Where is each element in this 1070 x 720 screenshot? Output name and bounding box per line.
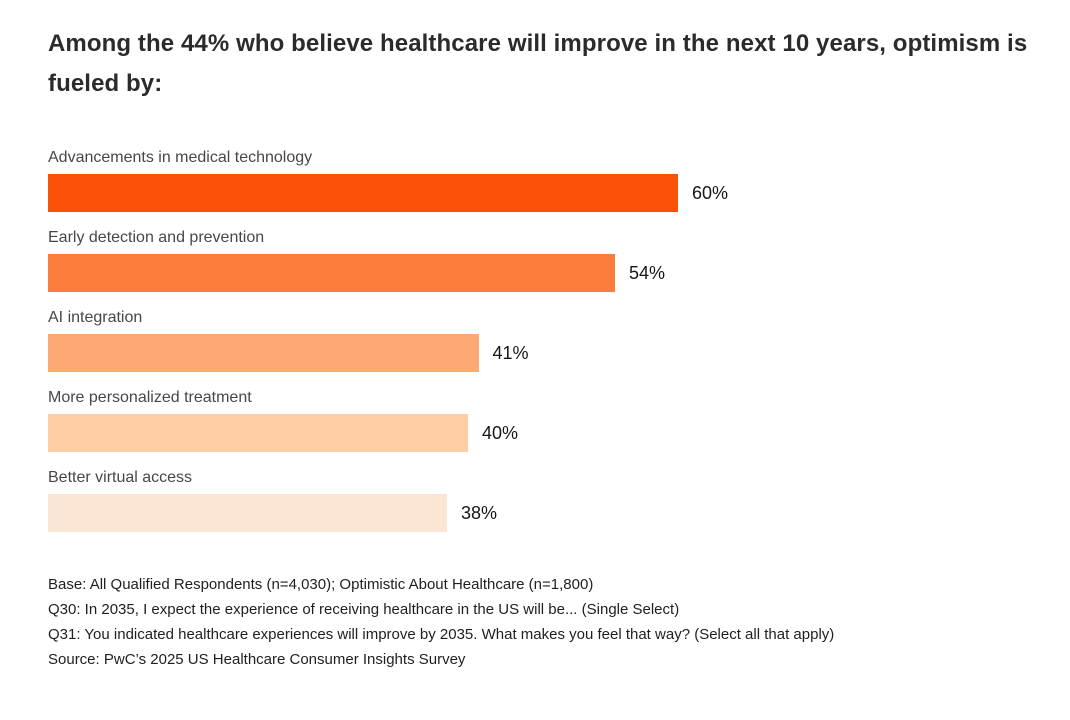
bar-row: 40%: [48, 414, 1040, 452]
bar-row: 60%: [48, 174, 1040, 212]
bar-category-label: Better virtual access: [48, 469, 193, 486]
bar-group: Advancements in medical technology 60%: [48, 148, 1040, 212]
bar-row: 54%: [48, 254, 1040, 292]
bar-value-label: 40%: [482, 422, 519, 443]
bar-chart: Advancements in medical technology 60% E…: [48, 148, 1040, 532]
bar-category-label: More personalized treatment: [48, 389, 252, 406]
bar: [48, 414, 468, 452]
bar-category-label: Advancements in medical technology: [48, 149, 313, 166]
bar-category-label: AI integration: [48, 309, 143, 326]
bar: [48, 334, 479, 372]
bar-value-label: 54%: [629, 262, 666, 283]
bar-category-label: Early detection and prevention: [48, 229, 265, 246]
footnote-q31: Q31: You indicated healthcare experience…: [48, 626, 835, 643]
bar: [48, 174, 678, 212]
bar-group: AI integration 41%: [48, 308, 1040, 372]
bar-value-label: 41%: [492, 342, 529, 363]
footnote-base: Base: All Qualified Respondents (n=4,030…: [48, 576, 594, 593]
bar-row: 38%: [48, 494, 1040, 532]
bar: [48, 254, 615, 292]
footnote-source: Source: PwC’s 2025 US Healthcare Consume…: [48, 651, 466, 668]
bar-value-label: 38%: [461, 502, 498, 523]
bar-value-label: 60%: [692, 182, 729, 203]
footnote-q30: Q30: In 2035, I expect the experience of…: [48, 601, 680, 618]
bar-group: Better virtual access 38%: [48, 468, 1040, 532]
chart-title: Among the 44% who believe healthcare wil…: [48, 30, 1028, 97]
footnotes: Base: All Qualified Respondents (n=4,030…: [48, 572, 1040, 672]
bar: [48, 494, 447, 532]
bar-row: 41%: [48, 334, 1040, 372]
bar-group: Early detection and prevention 54%: [48, 228, 1040, 292]
bar-group: More personalized treatment 40%: [48, 388, 1040, 452]
